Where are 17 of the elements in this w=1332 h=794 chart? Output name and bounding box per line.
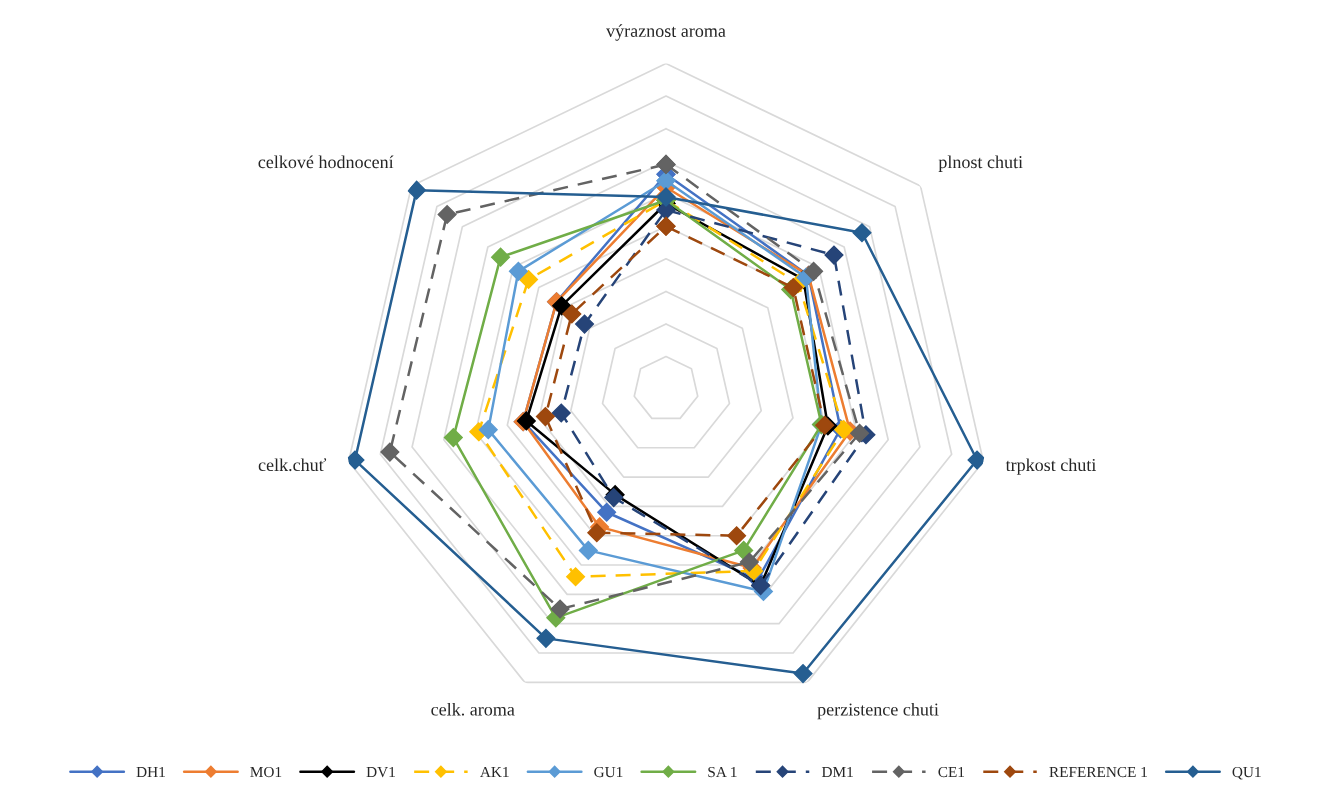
legend-label: REFERENCE 1 [1049,766,1147,778]
legend-label: DM1 [821,766,853,778]
spoke-label: trpkost chuti [1005,458,1097,475]
spoke-label: celkové hodnocení [258,155,394,169]
legend-label: DV1 [366,766,395,778]
spoke-label: celk.chuť [258,458,327,472]
spoke-label: výraznost aroma [606,24,726,41]
legend-label: DH1 [136,766,165,778]
spoke-label: perzistence chuti [817,702,939,720]
spoke-label: celk. aroma [431,702,515,716]
legend-label: QU1 [1232,766,1261,780]
legend-label: MO1 [250,766,282,778]
legend-label: GU1 [594,766,623,778]
spoke-label: plnost chuti [938,155,1023,172]
legend-label: AK1 [480,766,509,777]
legend-label: SA 1 [708,766,737,778]
legend-label: CE1 [938,766,965,778]
